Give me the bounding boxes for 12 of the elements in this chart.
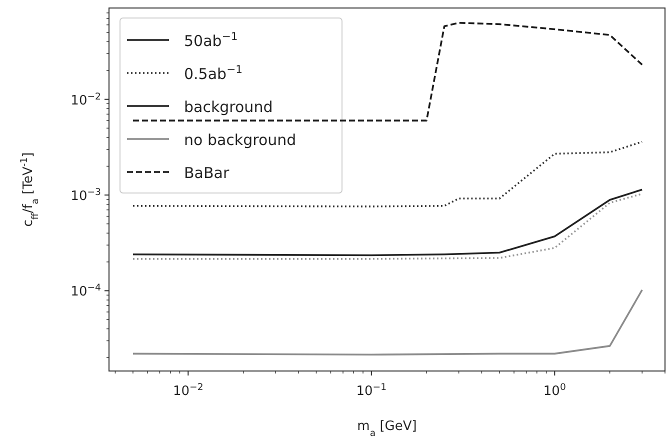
legend-label: 50ab$^{−1}$ [184, 30, 238, 50]
legend-label: BaBar [184, 164, 230, 182]
annotation: background [184, 98, 273, 116]
legend-label: no background [184, 131, 296, 149]
y-tick-label: 10$^{−4}$ [70, 282, 102, 300]
x-tick-label: 10$^{0}$ [543, 382, 566, 399]
x-axis-title: m$_{a}$ [GeV] [357, 419, 417, 438]
legend-label: 0.5ab$^{−1}$ [184, 62, 242, 83]
y-tick-label: 10$^{−3}$ [70, 186, 102, 204]
y-tick-label: 10$^{−2}$ [70, 90, 102, 108]
x-tick-label: 10$^{−1}$ [356, 382, 387, 399]
x-tick-label: 10$^{−2}$ [172, 382, 204, 399]
